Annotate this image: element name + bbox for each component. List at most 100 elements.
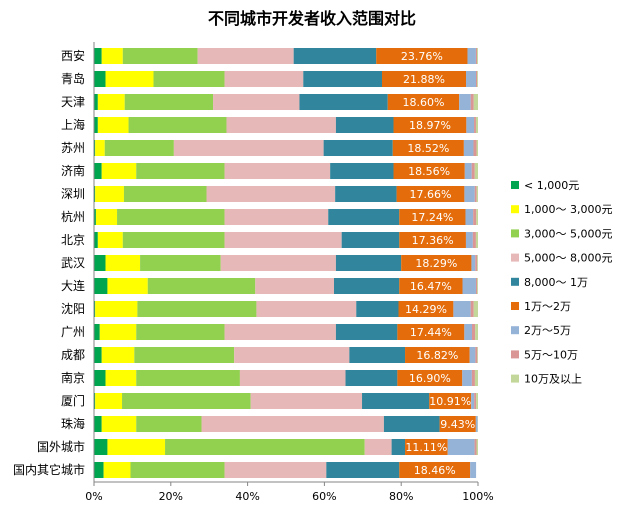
legend-label: 2万～5万 [524,324,571,337]
x-axis: 0% 20% 40% 60% 80% 100% [85,42,494,503]
bar-segment [399,462,471,478]
bar-segment [473,209,477,225]
legend-label: < 1,000元 [524,179,579,192]
bar-segment [465,209,474,225]
bar-segment [471,393,475,409]
bar-segment [476,209,478,225]
bar-segment [466,117,475,133]
bar-segment [459,94,471,110]
bars-group: 23.76% 21.88% 18.60% 18.97% 18.52% 18.56% 17.6… [94,48,478,478]
data-label: 11.11% [405,441,447,454]
bar-segment [250,393,363,409]
bar-segment [97,94,125,110]
bar-segment [462,278,476,294]
bar-segment [474,186,477,202]
bar-segment [255,278,334,294]
bar-segment [206,186,336,202]
bar-segment [94,301,96,317]
bar-segment [226,117,336,133]
legend-label: 1,000～ 3,000元 [524,203,612,216]
bar-segment [475,48,478,64]
bar-segment [220,255,336,271]
bar-segment [464,324,473,340]
bar-segment [107,278,148,294]
bar-segment [94,209,96,225]
bar-segment [387,94,460,110]
bar-segment [429,393,472,409]
bar-segment [173,140,324,156]
bar-segment [474,163,478,179]
bar-segment [453,301,471,317]
bar-segment [393,163,465,179]
bar-segment [94,232,98,248]
bar-segment [117,209,225,225]
bar-segment [477,278,478,294]
legend-swatch [511,326,519,335]
bar-segment [464,186,475,202]
legend-swatch [511,350,519,359]
bar-segment [213,94,300,110]
bar-segment [465,232,473,248]
bar-segment [364,439,392,455]
bar-segment [94,278,108,294]
data-label: 10.91% [429,395,471,408]
bar-segment [122,393,251,409]
legend-swatch [511,229,519,238]
x-tick-label: 60% [312,490,336,503]
bar-segment [197,48,294,64]
bar-segment [134,347,235,363]
bar-segment [94,163,102,179]
bar-segment [94,140,96,156]
legend-label: 5,000～ 8,000元 [524,252,612,265]
category-label: 沈阳 [61,301,85,316]
bar-segment [201,416,384,432]
bar-segment [471,370,475,386]
bar-segment [94,416,102,432]
category-label: 广州 [61,325,85,339]
bar-segment [399,278,463,294]
bar-segment [383,416,440,432]
bar-segment [303,71,382,87]
bar-segment [94,255,106,271]
bar-segment [101,416,137,432]
bar-segment [469,347,476,363]
bar-segment [476,186,478,202]
bar-segment [466,71,476,87]
x-tick-label: 40% [235,490,259,503]
bar-segment [124,94,214,110]
bar-segment [473,140,477,156]
bar-segment [470,301,474,317]
bar-segment [475,416,478,432]
bar-segment [464,163,472,179]
bar-segment [391,439,406,455]
bar-segment [101,347,135,363]
bar-segment [165,439,365,455]
legend-label: 5万～10万 [524,348,578,361]
bar-segment [326,462,400,478]
bar-segment [94,462,104,478]
data-label: 16.47% [410,280,452,293]
data-label: 18.56% [408,165,450,178]
bar-segment [467,48,476,64]
category-label: 济南 [61,163,85,178]
bar-segment [122,48,198,64]
bar-segment [239,370,346,386]
category-label: 厦门 [61,393,85,408]
bar-segment [94,186,96,202]
bar-segment [224,324,336,340]
category-label: 上海 [61,117,85,132]
bar-segment [471,163,475,179]
bar-segment [95,209,118,225]
bar-segment [474,370,478,386]
bar-segment [224,163,331,179]
bar-segment [97,232,123,248]
bar-segment [396,186,465,202]
bar-segment [477,255,478,271]
data-label: 9.43% [440,418,475,431]
bar-segment [362,393,430,409]
legend-swatch [511,374,519,383]
legend-label: 8,000～ 1万 [524,276,588,289]
data-label: 21.88% [403,73,445,86]
category-label: 武汉 [61,256,85,270]
data-label: 18.29% [415,257,457,270]
